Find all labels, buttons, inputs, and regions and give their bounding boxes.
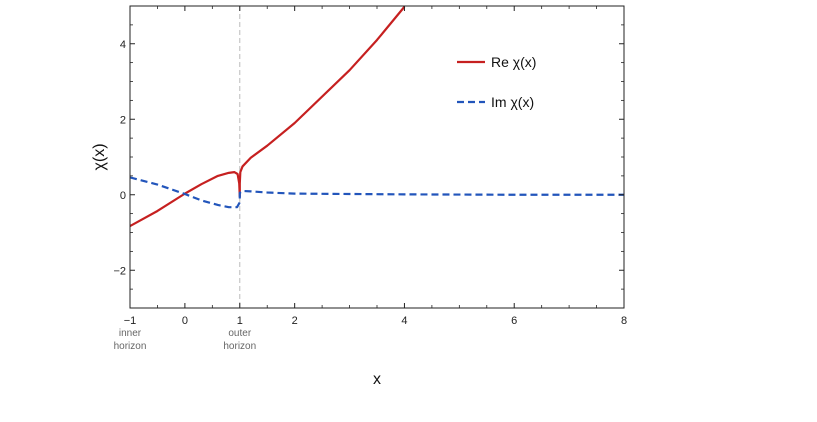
outer-horizon-label: outer [228, 328, 251, 339]
x-tick-label: 2 [292, 315, 298, 327]
series-layer [130, 6, 624, 228]
legend: Re χ(x) Im χ(x) [457, 54, 536, 110]
tick-layer: −1 0 1 2 4 6 8 −2 0 2 4 [113, 5, 627, 327]
x-tick-label: −1 [124, 315, 137, 327]
x-tick-label: 0 [182, 315, 188, 327]
y-tick-label: 0 [120, 190, 126, 202]
plot-frame [129, 5, 625, 309]
series-im-line [130, 176, 624, 209]
x-tick-label: 4 [401, 315, 407, 327]
x-axis-label: x [373, 371, 381, 388]
legend-label-re: Re χ(x) [491, 54, 536, 70]
inner-horizon-label: inner [119, 328, 142, 339]
x-tick-label: 6 [511, 315, 517, 327]
y-tick-label: 2 [120, 114, 126, 126]
x-tick-label: 1 [237, 315, 243, 327]
y-tick-label: 4 [120, 39, 126, 51]
x-tick-label: 8 [621, 315, 627, 327]
y-tick-label: −2 [113, 265, 126, 277]
inner-horizon-label: horizon [114, 341, 147, 352]
y-axis-label: χ(x) [91, 143, 108, 170]
outer-horizon-label: horizon [223, 341, 256, 352]
legend-label-im: Im χ(x) [491, 94, 534, 110]
horizon-annotations: inner horizon outer horizon [114, 328, 257, 352]
